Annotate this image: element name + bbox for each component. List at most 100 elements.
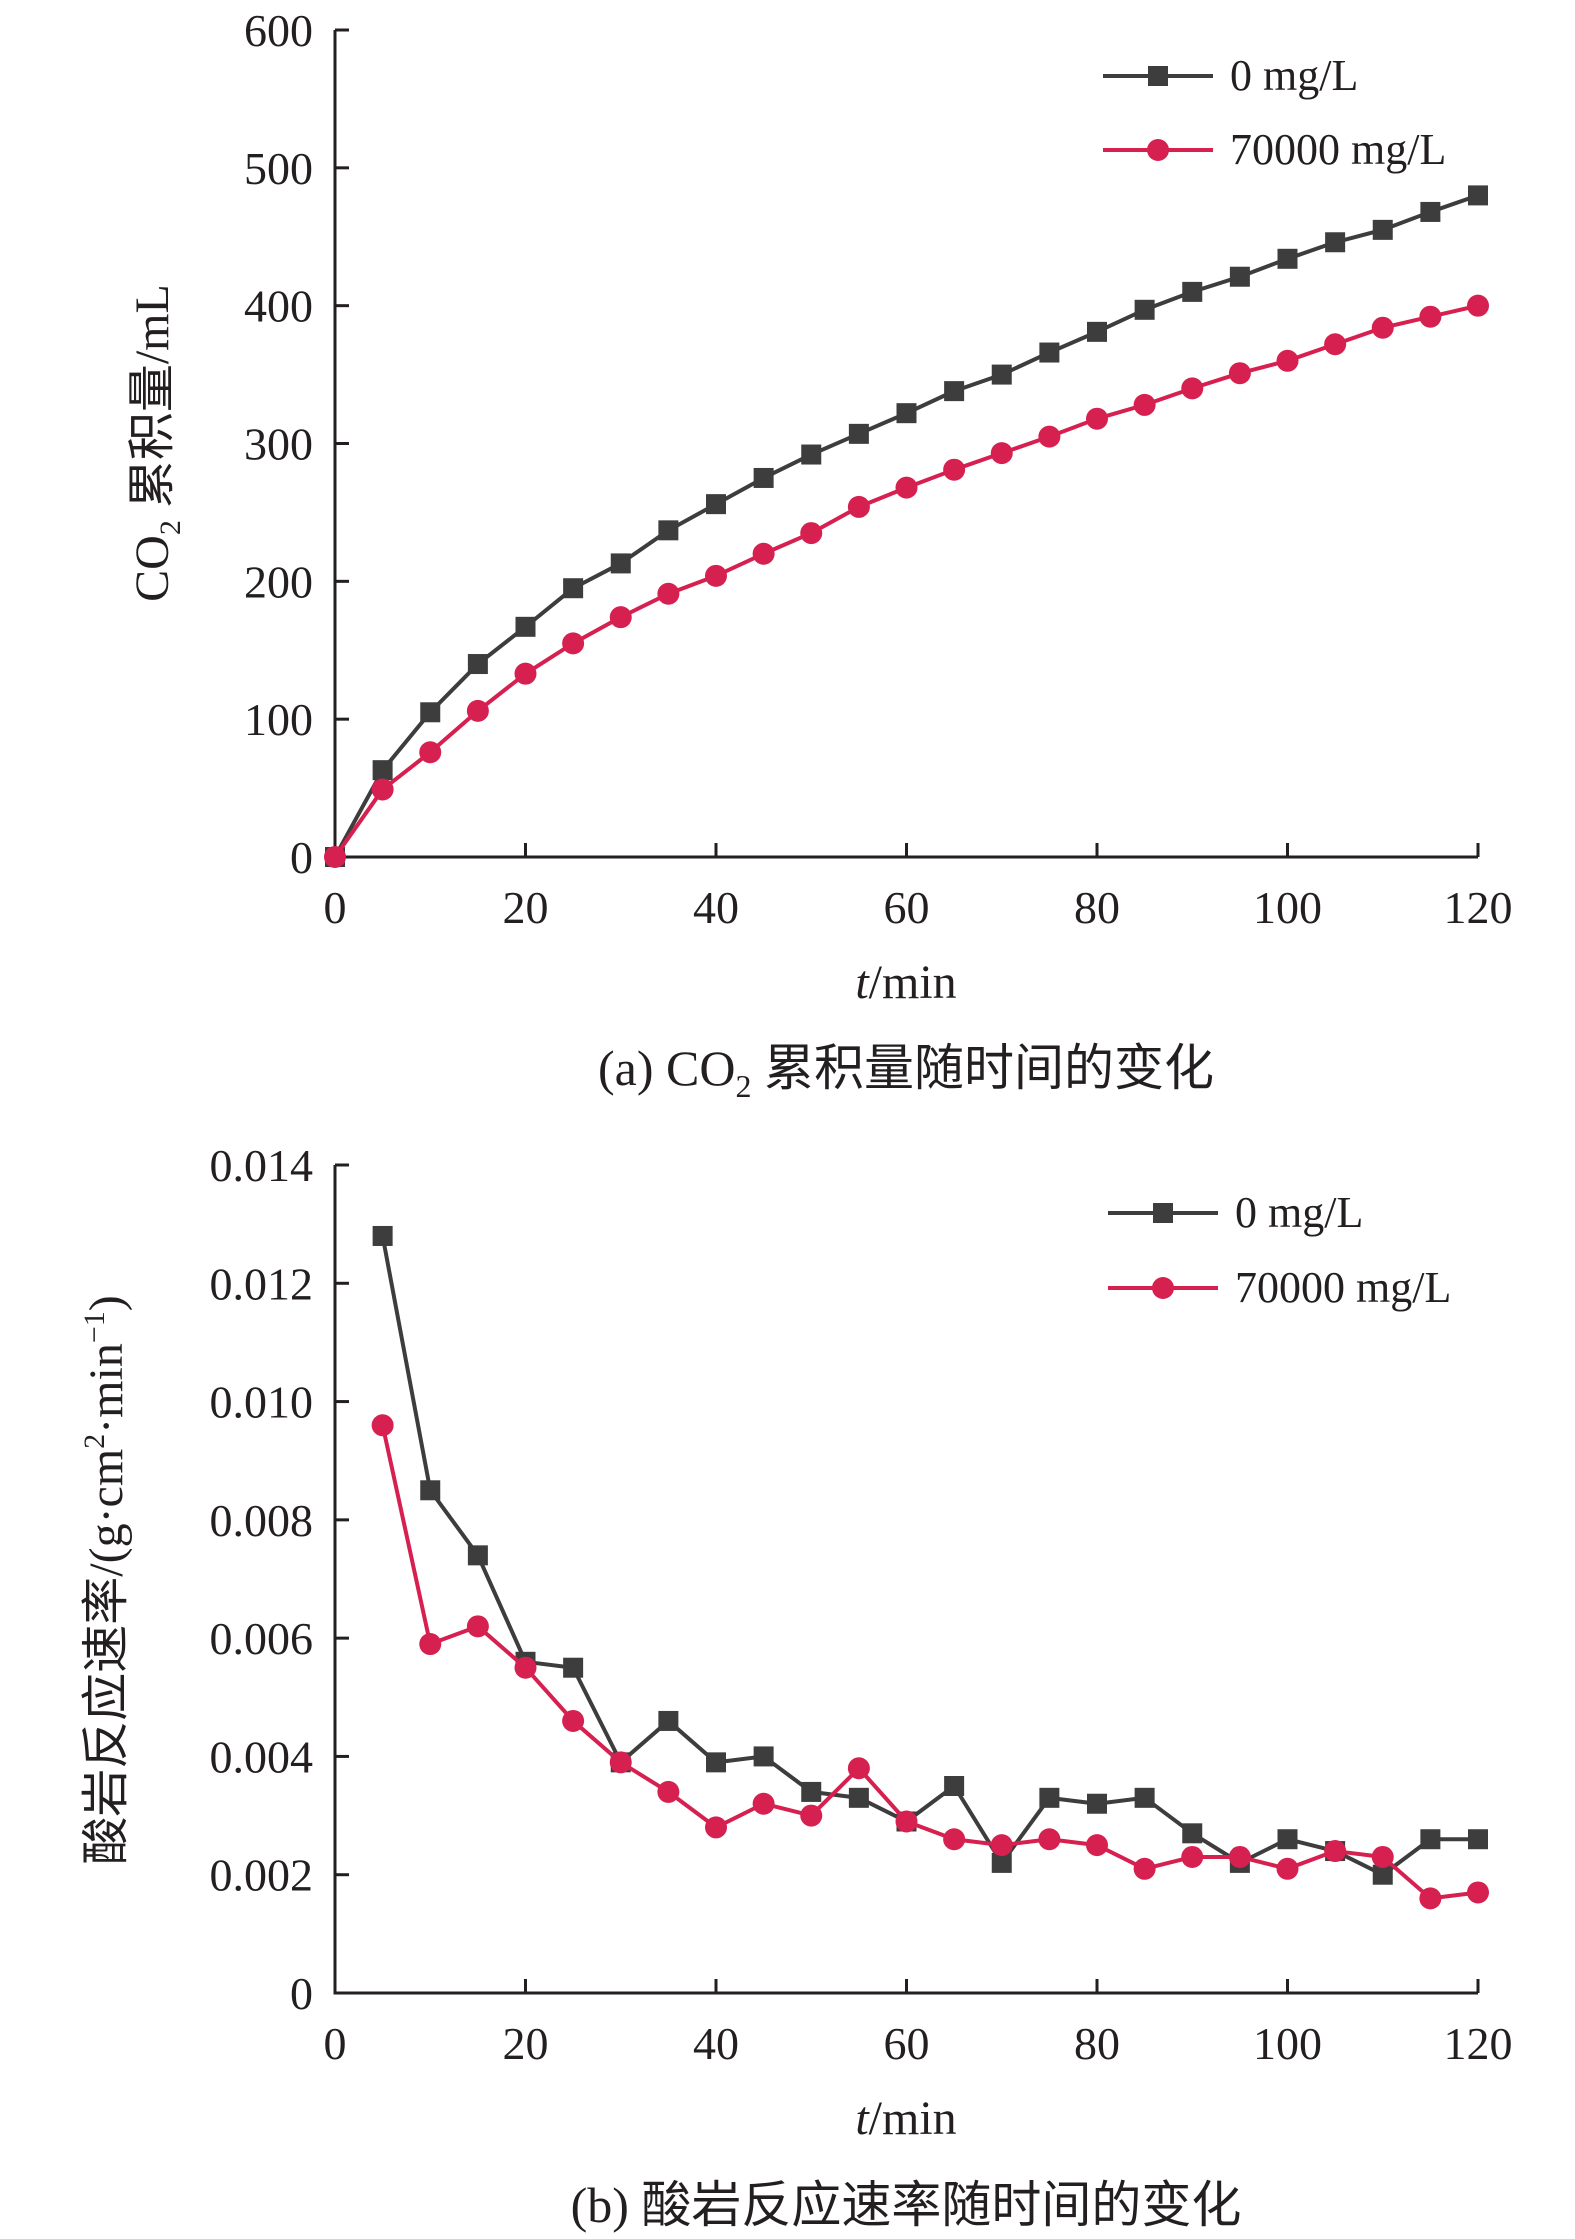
chart-a-series-0-point [991, 364, 1012, 385]
chart-b-series-1-point [752, 1792, 775, 1815]
chart-a-legend-marker-1 [1147, 139, 1169, 161]
chart-b-x-axis-title-italic: t [855, 2092, 870, 2145]
chart-a-legend-label-1: 70000 mg/L [1230, 125, 1446, 174]
chart-b-series-1-point [1181, 1845, 1204, 1868]
chart-a-series [324, 185, 1489, 868]
chart-b-series-1-point [466, 1615, 489, 1638]
chart-b-y-axis-title-prefix: 酸岩反应速率/(g·cm [80, 1449, 133, 1865]
chart-a-series-0-point [753, 467, 774, 488]
chart-b-series-0-point [1087, 1793, 1107, 1814]
chart-b-y-tick-label: 0.014 [210, 1140, 314, 1191]
chart-a-x-tick-label: 60 [884, 882, 930, 933]
chart-b-y-axis-title-sup1: 2 [78, 1434, 111, 1449]
chart-a-x-axis-title-rest: /min [869, 956, 957, 1009]
chart-a-series-1-point [371, 778, 394, 801]
chart-b-series-1-point [1276, 1857, 1299, 1880]
chart-b-y-tick-label: 0.012 [210, 1258, 314, 1309]
chart-b-legend-marker-1 [1152, 1277, 1174, 1299]
chart-b-series-0-point [420, 1480, 441, 1501]
chart-a-series-1-line [333, 303, 1479, 859]
chart-b-series-1-point [943, 1828, 966, 1851]
chart-a-y-ticks: 0 100 200 300 400 500 600 [244, 5, 349, 883]
chart-b-series-0-point [658, 1710, 679, 1731]
chart-b-y-tick-label: 0.008 [210, 1495, 314, 1546]
chart-a: 0 100 200 300 400 500 600 0 20 40 60 80 100 120 CO2 … [126, 5, 1513, 1104]
chart-b-series-1-point [1133, 1857, 1156, 1880]
chart-b-x-tick-label: 40 [693, 2018, 739, 2069]
chart-a-series-0-point [1325, 232, 1346, 253]
chart-a-series-1-point [1133, 393, 1156, 416]
chart-a-series-0-point [1134, 299, 1155, 320]
chart-b-series-0-point [1468, 1829, 1488, 1850]
chart-a-y-tick-label: 200 [244, 556, 313, 607]
chart-b-series-1-point [1371, 1845, 1394, 1868]
chart-a-y-tick-label: 300 [244, 419, 313, 470]
chart-b-x-ticks: 0 20 40 60 80 100 120 [324, 1979, 1513, 2069]
chart-b-series-1-point [1419, 1887, 1442, 1910]
chart-a-y-tick-label: 500 [244, 143, 313, 194]
chart-b-series-1-point [1467, 1881, 1489, 1904]
chart-a-series-0-point [1468, 185, 1488, 206]
chart-b-legend-label-0: 0 mg/L [1235, 1188, 1363, 1237]
chart-a-series-0-point [1372, 219, 1393, 240]
chart-a-series-0-point [467, 654, 488, 675]
chart-b-x-axis-title: t/min [855, 2092, 956, 2145]
chart-b-series-0-point [1372, 1864, 1393, 1885]
chart-b-series-0-point [1134, 1787, 1155, 1808]
chart-b-series-0-point [991, 1852, 1012, 1873]
chart-a-series-1-point [324, 846, 346, 868]
chart-a-y-tick-label: 100 [244, 694, 313, 745]
chart-b-series-0-point [1039, 1787, 1060, 1808]
chart-a-series-1-point [1086, 407, 1108, 430]
chart-a-series-0-point [515, 616, 536, 637]
chart-b-series-1-point [895, 1810, 918, 1833]
chart-b-series-1-point [847, 1757, 870, 1780]
chart-a-x-axis-title-italic: t [855, 956, 870, 1009]
chart-a-y-axis-title-prefix: CO [126, 535, 179, 602]
chart-b-y-axis-title: 酸岩反应速率/(g·cm2·min−1) [78, 1295, 133, 1865]
chart-a-series-0-line [333, 193, 1479, 858]
chart-a-series-1-point [1419, 305, 1442, 328]
chart-a-x-tick-label: 80 [1074, 882, 1120, 933]
chart-a-series-1-point [1181, 377, 1204, 400]
chart-a-series-0-point [944, 381, 965, 402]
chart-a-series-1-point [990, 442, 1013, 465]
chart-a-x-tick-label: 40 [693, 882, 739, 933]
chart-a-series-1-point [705, 564, 727, 587]
chart-b-y-axis-title-end: ) [80, 1295, 133, 1311]
chart-b-series-1-point [1324, 1840, 1347, 1863]
chart-a-series-1-point [514, 662, 537, 685]
chart-b-series-1-point [609, 1751, 632, 1774]
chart-b-y-tick-label: 0.010 [210, 1377, 314, 1428]
chart-a-series-1-point [1467, 294, 1489, 317]
chart-a-caption-prefix: (a) CO [598, 1040, 735, 1096]
chart-b-series-0-line [380, 1235, 1478, 1877]
chart-b-series [371, 1225, 1489, 1910]
chart-a-series-1-point [1276, 349, 1299, 372]
chart-a-caption: (a) CO2 累积量随时间的变化 [598, 1040, 1214, 1104]
chart-b-y-axis-title-mid: ·min [80, 1343, 133, 1434]
chart-a-series-0-point [706, 494, 726, 515]
chart-b-x-tick-label: 120 [1444, 2018, 1513, 2069]
chart-b-series-1-point [705, 1816, 727, 1839]
chart-a-series-0-point [610, 553, 631, 574]
chart-a-series-0-point [420, 702, 441, 723]
chart-a-series-0-point [658, 520, 679, 541]
chart-a-series-1-point [562, 632, 585, 655]
chart-b-series-1-point [514, 1656, 537, 1679]
chart-a-series-1-point [419, 741, 442, 764]
chart-b-y-tick-label: 0.006 [210, 1613, 314, 1664]
chart-a-series-0-point [1229, 266, 1250, 287]
chart-b-legend-label-1: 70000 mg/L [1235, 1263, 1451, 1312]
chart-a-series-0-point [1420, 201, 1441, 222]
chart-a-series-1-point [895, 476, 918, 499]
chart-a-series-0-point [1182, 281, 1203, 302]
chart-b-series-1-point [1228, 1845, 1251, 1868]
chart-b-series-0-point [753, 1746, 774, 1767]
chart-b-series-1-point [1038, 1828, 1061, 1851]
chart-a-series-1-point [943, 458, 966, 481]
chart-a-x-axis-title: t/min [855, 956, 956, 1009]
chart-a-series-0-point [1087, 321, 1107, 342]
chart-b-legend-marker-0 [1153, 1203, 1173, 1223]
